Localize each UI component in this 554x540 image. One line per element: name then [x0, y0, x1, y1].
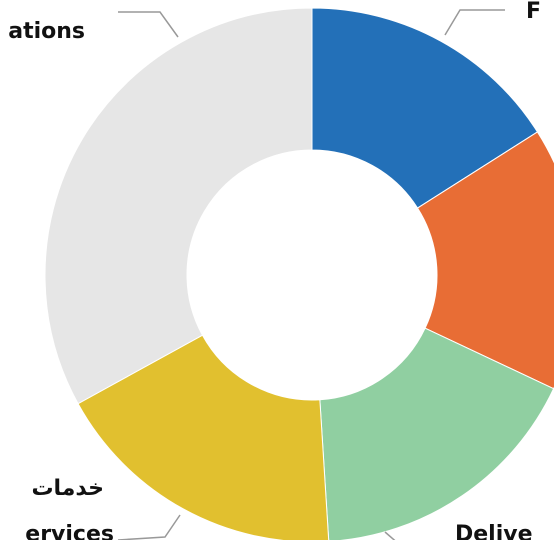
donut-segment — [416, 131, 554, 390]
segment-label: Delive — [455, 522, 533, 540]
annotation: خدمات — [31, 476, 104, 501]
donut-segment — [311, 7, 539, 209]
segment-label: ations — [8, 19, 85, 44]
donut-segment — [319, 327, 554, 540]
segment-label: ervices — [25, 522, 114, 540]
segment-label: F — [526, 0, 541, 24]
leader-line — [384, 531, 396, 540]
donut-segment — [44, 7, 313, 405]
leader-line — [444, 9, 505, 36]
leader-line — [117, 514, 181, 540]
donut-segment — [77, 334, 330, 540]
leader-line — [118, 11, 179, 38]
